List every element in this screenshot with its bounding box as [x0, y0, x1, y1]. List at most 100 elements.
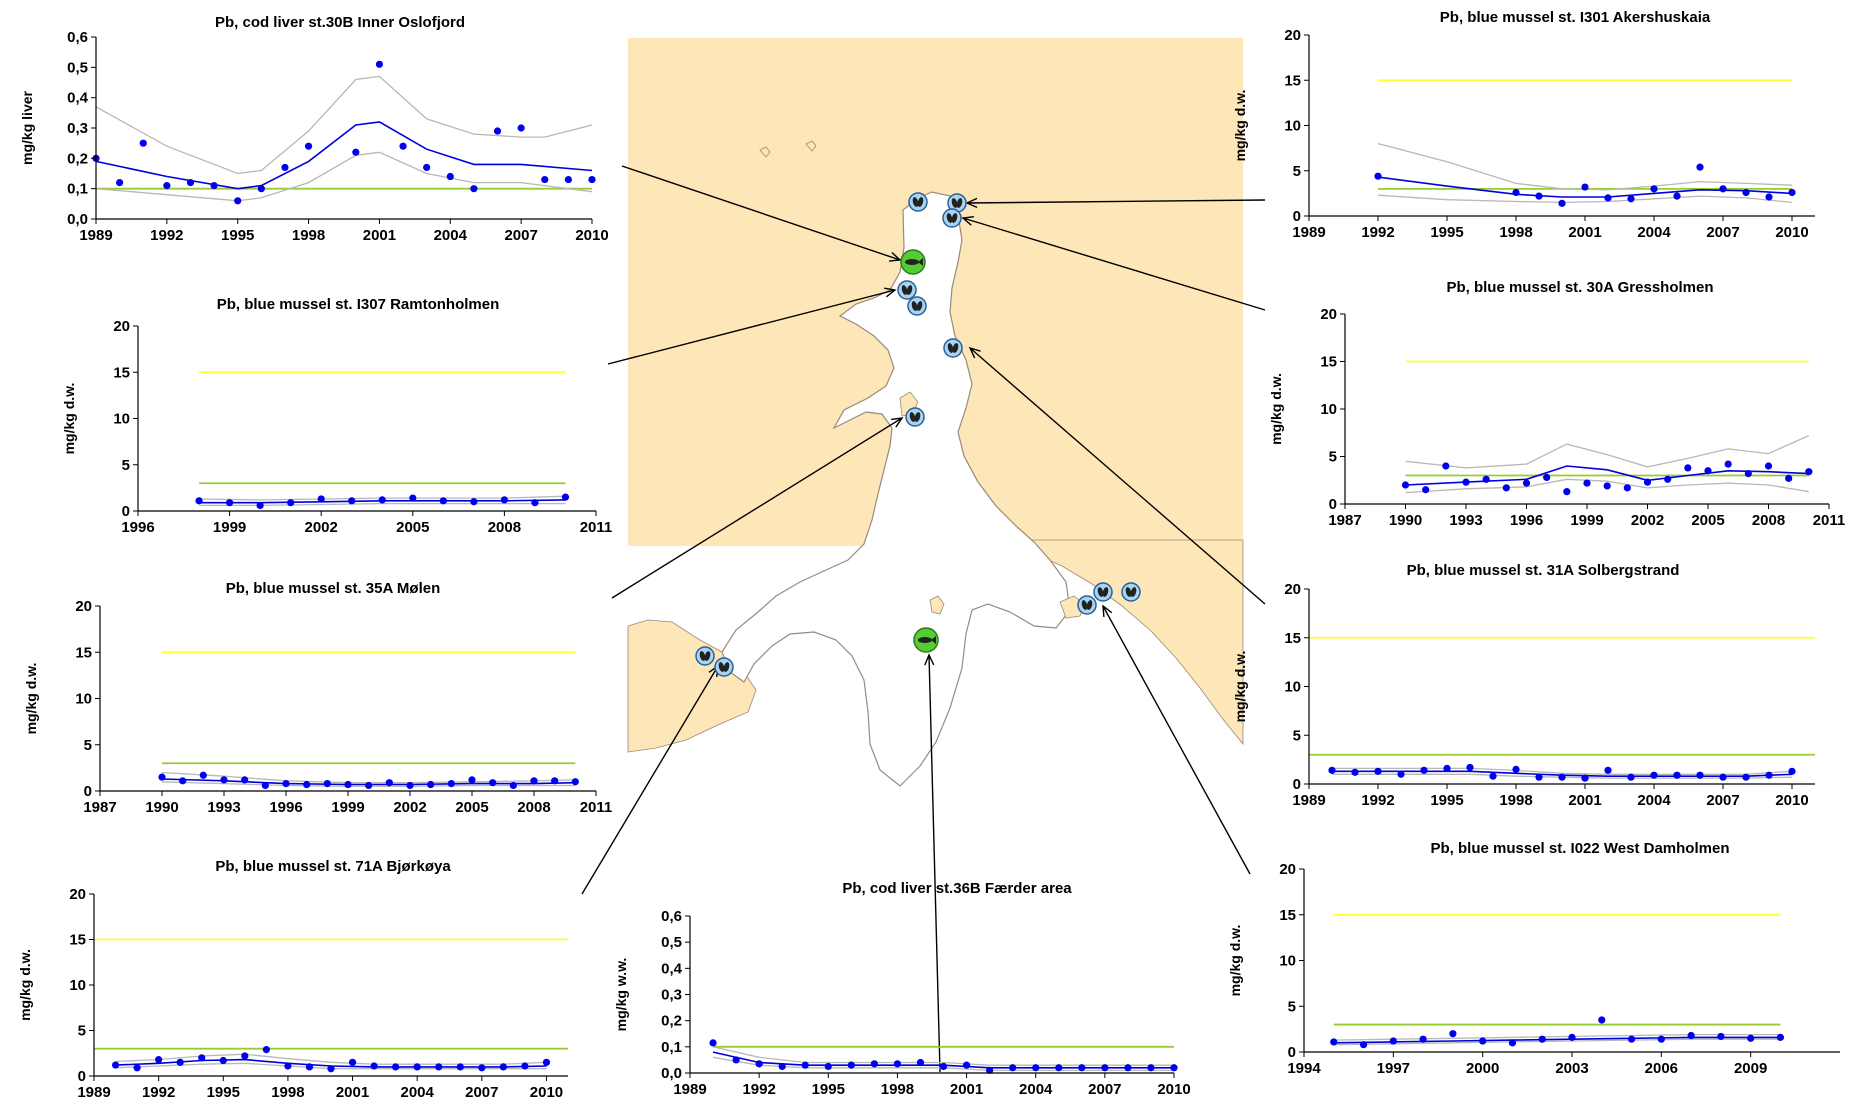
data-point	[1502, 484, 1510, 492]
data-point	[378, 496, 386, 504]
data-point	[220, 776, 228, 784]
y-tick-label: 10	[1284, 118, 1301, 135]
data-point	[470, 185, 478, 193]
x-tick-label: 1998	[1499, 224, 1532, 241]
data-point	[1765, 193, 1773, 201]
x-tick-label: 2011	[580, 799, 613, 816]
data-point	[499, 1063, 507, 1071]
data-point	[241, 776, 249, 784]
x-tick-label: 1994	[1287, 1060, 1321, 1077]
data-point	[303, 780, 311, 789]
data-point	[456, 1063, 464, 1071]
data-point	[370, 1062, 378, 1070]
pointer-line	[969, 347, 1266, 605]
y-tick-label: 0,6	[661, 908, 682, 925]
blue-mussel-icon	[714, 657, 734, 677]
data-point	[468, 776, 476, 784]
data-point	[1147, 1064, 1155, 1072]
chart-title: Pb, cod liver st.30B Inner Oslofjord	[215, 14, 465, 31]
data-point	[1543, 473, 1551, 481]
chart-title: Pb, blue mussel st. 30A Gressholmen	[1446, 279, 1713, 296]
x-tick-label: 2002	[1631, 512, 1664, 529]
data-point	[1512, 188, 1520, 197]
data-point	[210, 182, 218, 190]
data-point	[1538, 1035, 1546, 1043]
station-icons	[695, 192, 1141, 677]
map-island-4	[759, 146, 771, 158]
data-point	[755, 1060, 763, 1068]
y-tick-label: 0,2	[661, 1013, 682, 1030]
pointer-arrowhead	[888, 252, 902, 262]
x-tick-label: 1995	[1430, 224, 1463, 241]
data-point	[1583, 479, 1591, 487]
data-point	[1558, 199, 1566, 207]
x-tick-label: 1989	[77, 1084, 110, 1101]
data-point	[1489, 772, 1497, 780]
data-point	[1664, 475, 1672, 483]
data-point	[1401, 481, 1410, 489]
data-point	[195, 497, 203, 505]
blue-mussel-icon	[897, 280, 917, 300]
lower-confidence-line	[1333, 1038, 1781, 1046]
x-tick-label: 2001	[363, 227, 396, 244]
x-tick-label: 2005	[455, 799, 488, 816]
x-tick-label: 1992	[1361, 224, 1394, 241]
data-point	[470, 498, 478, 506]
upper-confidence-line	[1377, 142, 1793, 191]
y-axis-label: mg/kg w.w.	[613, 958, 629, 1032]
pointer-arrowhead	[968, 346, 981, 359]
data-point	[413, 1063, 421, 1071]
data-point	[176, 1058, 184, 1066]
data-point	[327, 1065, 335, 1073]
data-point	[870, 1060, 878, 1068]
x-tick-label: 2004	[400, 1084, 434, 1101]
chart-musI301: Pb, blue mussel st. I301 Akershuskaia mg/…	[1232, 9, 1815, 241]
x-tick-label: 1999	[331, 799, 364, 816]
x-tick-label: 1992	[150, 227, 183, 244]
data-point	[847, 1061, 855, 1069]
data-point	[284, 1062, 292, 1070]
pointer-arrowhead	[965, 197, 978, 209]
data-point	[1351, 768, 1359, 776]
chart-title: Pb, cod liver st.36B Færder area	[842, 880, 1072, 897]
y-tick-label: 0	[1293, 776, 1301, 793]
data-point	[287, 499, 295, 507]
y-axis-label: mg/kg d.w.	[1268, 373, 1284, 445]
y-tick-label: 0	[1329, 496, 1337, 513]
data-point	[261, 781, 269, 790]
data-point	[1535, 773, 1543, 781]
data-point	[531, 499, 539, 507]
x-tick-label: 1987	[1328, 512, 1361, 529]
data-point	[561, 493, 570, 501]
data-point	[1604, 194, 1612, 202]
data-point	[1650, 185, 1658, 193]
x-tick-label: 2007	[1088, 1081, 1121, 1098]
data-point	[1124, 1064, 1132, 1072]
x-tick-label: 2010	[530, 1084, 563, 1101]
data-point	[1397, 770, 1405, 778]
data-point	[1785, 474, 1793, 482]
data-point	[517, 124, 525, 132]
data-point	[1805, 468, 1813, 476]
data-point	[435, 1063, 443, 1071]
x-tick-label: 2004	[1637, 224, 1671, 241]
data-point	[1389, 1037, 1397, 1045]
pointer-line	[1102, 605, 1251, 875]
data-point	[1522, 479, 1531, 487]
chart-cod30B: Pb, cod liver st.30B Inner Oslofjord mg/k…	[19, 14, 609, 244]
x-tick-label: 1992	[142, 1084, 175, 1101]
data-point	[282, 780, 290, 788]
y-tick-label: 0,0	[67, 211, 88, 228]
data-point	[478, 1064, 486, 1072]
pointer-line	[611, 417, 903, 599]
x-tick-label: 1995	[1430, 792, 1463, 809]
data-point	[588, 175, 596, 184]
data-point	[304, 142, 313, 150]
pointer-line	[928, 654, 941, 1073]
data-point	[446, 172, 454, 181]
data-point	[1696, 163, 1704, 171]
y-tick-label: 5	[1329, 449, 1337, 466]
pointer-arrowhead	[884, 287, 897, 298]
trend-line	[1333, 1036, 1781, 1044]
pointer-arrowhead	[1102, 604, 1113, 618]
